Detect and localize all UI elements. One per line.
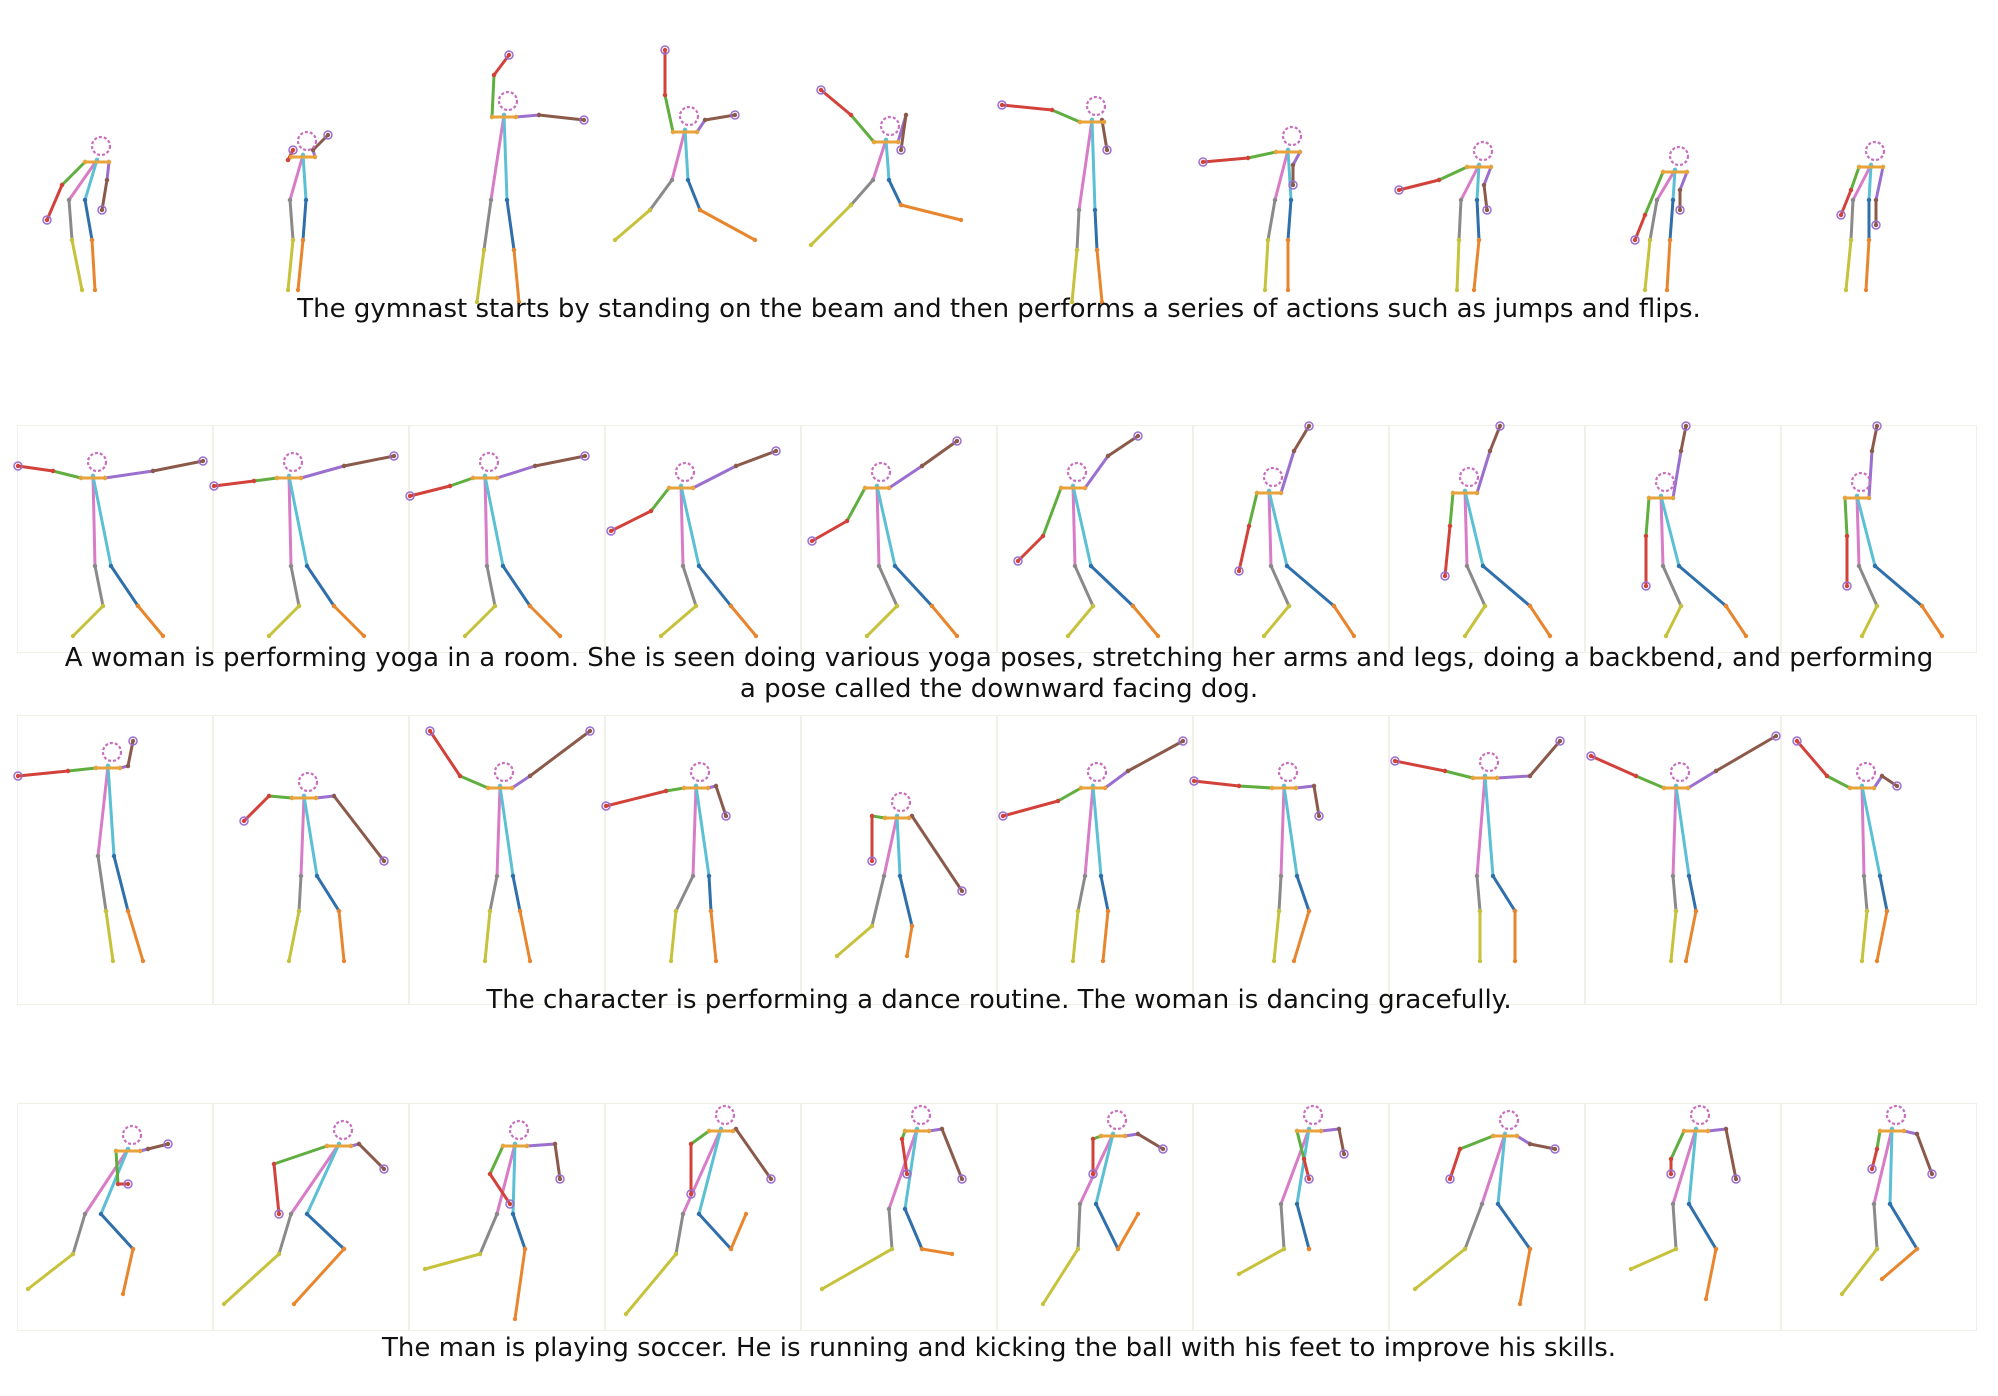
stick-figure (997, 95, 1112, 305)
stick-figure (807, 436, 962, 639)
stick-figure (606, 446, 781, 639)
stick-figure (221, 1119, 389, 1307)
pose-frame (1781, 40, 1977, 300)
stick-figure (1198, 125, 1303, 293)
pose-frame (997, 40, 1193, 305)
pose-frame (1781, 421, 1977, 653)
pose-frame (17, 1103, 213, 1331)
stick-figure (1630, 145, 1690, 293)
stick-figure (808, 85, 964, 248)
stick-figure (819, 1104, 967, 1292)
pose-frame (13, 715, 213, 1005)
pose-frame (801, 425, 997, 653)
pose-frame (213, 715, 409, 1005)
pose-frame (1189, 715, 1389, 1005)
stick-figure (13, 736, 146, 964)
stick-figure (1628, 1104, 1741, 1302)
pose-frame (409, 1103, 605, 1331)
pose-frame (1193, 1103, 1389, 1331)
pose-frame (1585, 421, 1781, 653)
pose-frame (1585, 715, 1781, 1005)
stick-figure (13, 451, 208, 639)
stick-figure (834, 791, 967, 959)
pose-frame (409, 40, 605, 305)
stick-figure (1412, 1109, 1560, 1307)
stick-figure (1586, 731, 1781, 964)
pose-frame (1389, 421, 1585, 653)
pose-frame (997, 425, 1193, 653)
caption-row-2: A woman is performing yoga in a room. Sh… (64, 643, 1934, 704)
caption-row-3: The character is performing a dance rout… (486, 985, 1512, 1015)
pose-frame (209, 425, 409, 653)
pose-frames-4 (17, 1103, 1977, 1331)
stick-figure (285, 130, 333, 293)
pose-frame (1193, 421, 1389, 653)
stick-figure (239, 771, 389, 964)
pose-frame (601, 715, 801, 1005)
pose-frame (213, 40, 409, 300)
stick-figure (1836, 140, 1886, 293)
pose-frame (1389, 40, 1585, 300)
stick-figure (1040, 1109, 1168, 1307)
sequence-row-1: The gymnast starts by standing on the be… (0, 40, 1998, 340)
pose-frame (1585, 1103, 1781, 1331)
pose-frame (409, 715, 605, 1005)
pose-frame (13, 425, 213, 653)
stick-figure (601, 761, 731, 964)
pose-frame (1389, 1103, 1585, 1331)
stick-figure (1394, 140, 1494, 293)
stick-figure (1390, 736, 1565, 964)
pose-frame (1193, 40, 1389, 300)
pose-frame (17, 40, 213, 300)
pose-frame (1585, 40, 1781, 300)
stick-figure (42, 135, 112, 293)
stick-figure (25, 1124, 173, 1297)
stick-figure (209, 451, 399, 639)
sequence-row-2: A woman is performing yoga in a room. Sh… (0, 421, 1998, 705)
pose-frame (605, 1103, 801, 1331)
stick-figure (425, 726, 595, 964)
stick-figure (1641, 421, 1749, 639)
stick-figure (405, 451, 590, 639)
stick-figure (1839, 1104, 1937, 1297)
pose-frame (605, 40, 801, 300)
pose-frame (213, 1103, 409, 1331)
stick-figure (1236, 1104, 1349, 1277)
sequence-row-4: The man is playing soccer. He is running… (0, 1103, 1998, 1383)
pose-frames-1 (17, 40, 1977, 305)
stick-figure (1440, 421, 1553, 639)
stick-figure (1842, 421, 1945, 639)
pose-frames-2 (13, 421, 1977, 653)
stick-figure (623, 1104, 776, 1317)
stick-figure (1234, 421, 1357, 639)
pose-frame (801, 1103, 997, 1331)
sequence-row-3: The character is performing a dance rout… (0, 715, 1998, 1025)
pose-frame (997, 715, 1193, 1005)
caption-row-4: The man is playing soccer. He is running… (381, 1333, 1617, 1363)
pose-frame (405, 425, 605, 653)
stick-figure (998, 736, 1188, 964)
stick-figure (474, 50, 589, 305)
stick-figure (1013, 431, 1161, 639)
pose-frame (801, 40, 997, 300)
pose-frame (1389, 715, 1585, 1005)
stick-figure (612, 45, 758, 243)
stick-figure (422, 1119, 565, 1322)
caption-row-1: The gymnast starts by standing on the be… (297, 294, 1701, 324)
pose-frame (801, 715, 997, 1005)
pose-frame (997, 1103, 1193, 1331)
stick-figure (1189, 761, 1324, 964)
pose-frames-3 (13, 715, 1977, 1005)
pose-frame (1781, 1103, 1977, 1331)
pose-frame (605, 425, 801, 653)
pose-frame (1781, 715, 1977, 1005)
stick-figure (1792, 736, 1902, 964)
